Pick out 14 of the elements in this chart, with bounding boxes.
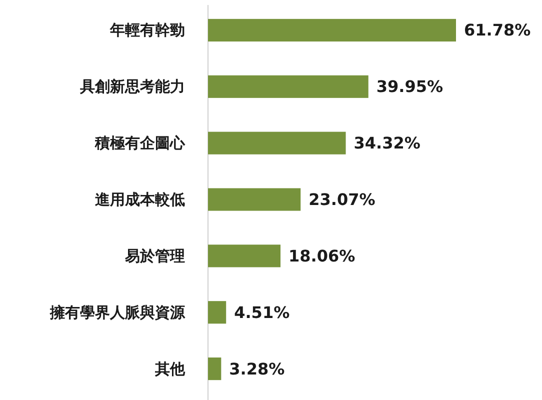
y-tick-label: 年輕有幹勁	[109, 21, 185, 40]
data-label: 4.51%	[234, 302, 290, 322]
y-tick-label: 積極有企圖心	[94, 134, 186, 152]
y-tick-label: 其他	[154, 360, 186, 378]
data-label: 39.95%	[376, 77, 444, 96]
y-tick-label: 易於管理	[124, 246, 185, 265]
data-label: 34.32%	[354, 134, 420, 153]
data-label: 3.28%	[229, 359, 285, 378]
data-label: 18.06%	[288, 246, 356, 266]
y-tick-label: 擁有學界人脈與資源	[49, 303, 186, 322]
data-label: 61.78%	[464, 20, 531, 40]
data-label: 23.07%	[308, 190, 376, 209]
y-tick-label: 具創新思考能力	[79, 78, 185, 96]
y-tick-label: 進用成本較低	[94, 190, 185, 208]
